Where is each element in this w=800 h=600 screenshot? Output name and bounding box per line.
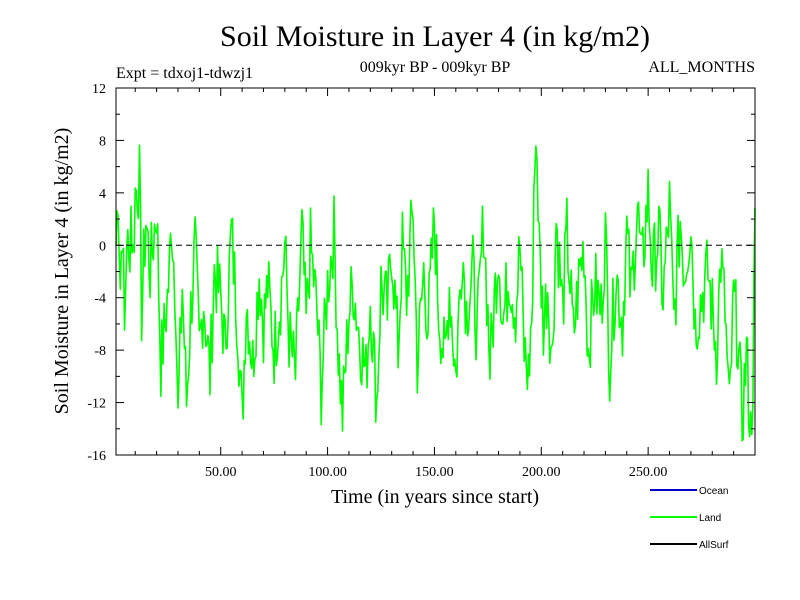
y-tick-label: 4 <box>99 187 106 202</box>
months-label: ALL_MONTHS <box>648 59 755 76</box>
legend-label-ocean: Ocean <box>699 486 728 497</box>
y-tick-label: -8 <box>94 344 106 359</box>
x-tick-label: 200.00 <box>522 465 561 480</box>
chart-title: Soil Moisture in Layer 4 (in kg/m2) <box>220 20 650 53</box>
y-tick-label: -4 <box>94 292 106 307</box>
y-axis-label: Soil Moisture in Layer 4 (in kg/m2) <box>51 128 73 415</box>
y-tick-label: 0 <box>99 239 106 254</box>
axis-layer: -16 -12 -8 -4 0 4 8 12 50.00 100.00 150.00 200.00 25… <box>87 82 755 480</box>
experiment-label: Expt = tdxoj1-tdwzj1 <box>116 65 253 82</box>
legend-label-allsurf: AllSurf <box>699 540 729 551</box>
y-tick-label: 8 <box>99 134 106 149</box>
plot-frame <box>115 87 756 456</box>
legend: Ocean Land AllSurf <box>650 486 729 551</box>
x-tick-label: 50.00 <box>205 465 237 480</box>
y-tick-label: -12 <box>87 397 106 412</box>
y-tick-label: -16 <box>87 449 106 464</box>
period-label: 009kyr BP - 009kyr BP <box>360 59 511 76</box>
x-axis-label: Time (in years since start) <box>331 486 539 508</box>
x-tick-label: 250.00 <box>629 465 668 480</box>
land-series-line <box>115 144 756 442</box>
x-tick-label: 150.00 <box>415 465 454 480</box>
data-layer <box>115 144 756 442</box>
x-tick-label: 100.00 <box>308 465 347 480</box>
legend-label-land: Land <box>699 513 721 524</box>
y-tick-label: 12 <box>92 82 106 97</box>
